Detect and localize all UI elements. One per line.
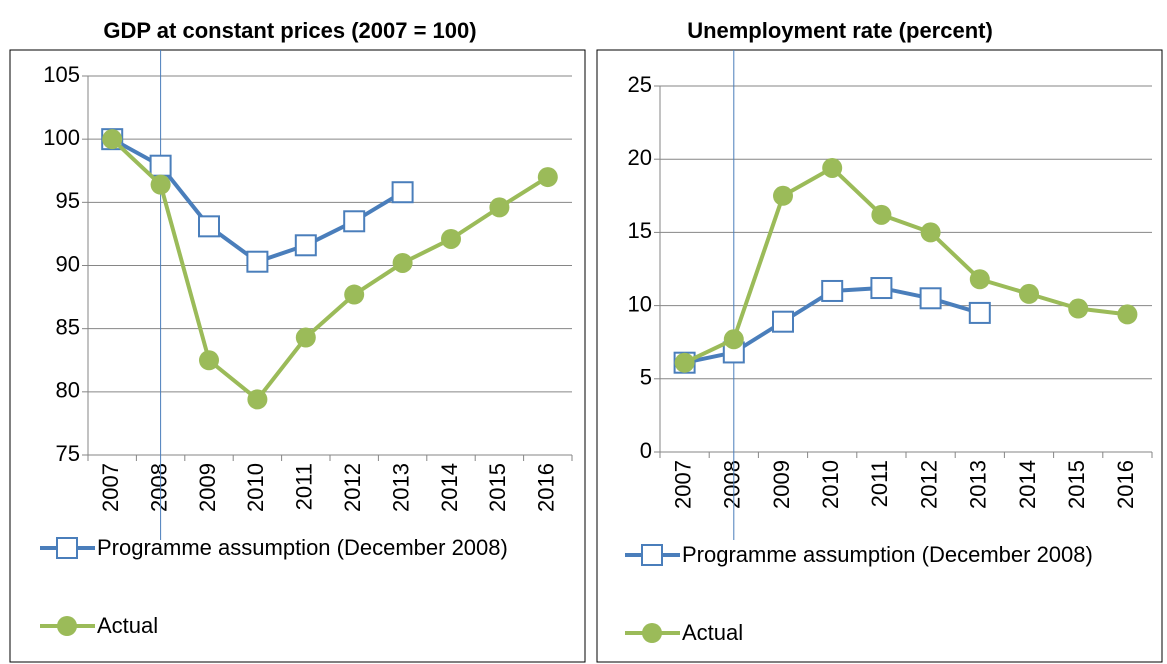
marker <box>920 222 941 243</box>
x-tick-label: 2008 <box>146 463 171 512</box>
marker <box>821 279 844 302</box>
marker <box>969 269 990 290</box>
x-tick-label: 2016 <box>1113 460 1138 509</box>
x-tick-label: 2010 <box>243 463 268 512</box>
marker <box>674 352 695 373</box>
y-tick-label: 105 <box>43 62 80 87</box>
marker <box>344 284 365 305</box>
marker <box>391 181 414 204</box>
x-tick-label: 2015 <box>485 463 510 512</box>
marker <box>441 228 461 249</box>
legend-label: Programme assumption (December 2008) <box>97 535 508 560</box>
x-tick-label: 2014 <box>437 463 462 512</box>
chart-title: GDP at constant prices (2007 = 100) <box>103 18 476 43</box>
marker <box>772 310 794 333</box>
x-tick-label: 2014 <box>1015 460 1040 509</box>
marker <box>822 157 843 178</box>
marker <box>57 616 77 636</box>
marker <box>489 197 510 218</box>
x-tick-label: 2007 <box>670 460 695 509</box>
y-tick-label: 80 <box>56 378 80 403</box>
x-tick-label: 2013 <box>388 463 413 512</box>
marker <box>392 252 413 273</box>
y-tick-label: 15 <box>628 218 652 243</box>
legend-label: Programme assumption (December 2008) <box>682 542 1093 567</box>
y-tick-label: 20 <box>628 145 652 170</box>
marker <box>1068 298 1089 319</box>
marker <box>56 537 78 559</box>
y-tick-label: 100 <box>43 125 80 150</box>
x-tick-label: 2012 <box>916 460 941 509</box>
marker <box>871 204 892 225</box>
x-tick-label: 2007 <box>98 463 123 512</box>
series-line <box>110 137 549 402</box>
y-tick-label: 0 <box>640 438 652 463</box>
marker <box>246 250 269 273</box>
x-tick-label: 2010 <box>818 460 843 509</box>
x-tick-label: 2012 <box>340 463 365 512</box>
marker <box>537 167 558 188</box>
legend-label: Actual <box>97 613 159 638</box>
x-tick-label: 2013 <box>966 460 991 509</box>
marker <box>199 350 219 371</box>
x-tick-label: 2016 <box>534 463 559 512</box>
y-tick-label: 10 <box>628 291 652 316</box>
y-tick-label: 25 <box>628 72 652 97</box>
y-tick-label: 5 <box>640 365 652 390</box>
legend-label: Actual <box>682 620 744 645</box>
marker <box>968 301 991 324</box>
marker <box>149 154 172 177</box>
marker <box>870 277 893 300</box>
y-tick-label: 85 <box>56 314 80 339</box>
marker <box>641 544 663 566</box>
marker <box>773 185 793 206</box>
y-tick-label: 95 <box>56 188 80 213</box>
x-tick-label: 2011 <box>867 460 892 507</box>
marker <box>198 215 220 238</box>
marker <box>343 210 366 233</box>
y-tick-label: 90 <box>56 251 80 276</box>
marker <box>1117 304 1138 325</box>
chart-title: Unemployment rate (percent) <box>687 18 993 43</box>
x-tick-label: 2015 <box>1064 460 1089 509</box>
marker <box>642 623 662 643</box>
marker <box>723 329 744 350</box>
marker <box>102 129 123 150</box>
y-tick-label: 75 <box>56 441 80 466</box>
marker <box>1019 283 1039 304</box>
panel-border <box>596 49 1163 663</box>
marker <box>150 174 171 195</box>
x-tick-label: 2009 <box>195 463 220 512</box>
x-tick-label: 2011 <box>292 463 317 510</box>
x-tick-label: 2009 <box>769 460 794 509</box>
marker <box>919 287 942 310</box>
marker <box>295 327 316 348</box>
marker <box>247 389 268 410</box>
panel-border <box>9 49 586 663</box>
marker <box>294 234 317 257</box>
series-line <box>683 165 1128 365</box>
x-tick-label: 2008 <box>720 460 745 509</box>
